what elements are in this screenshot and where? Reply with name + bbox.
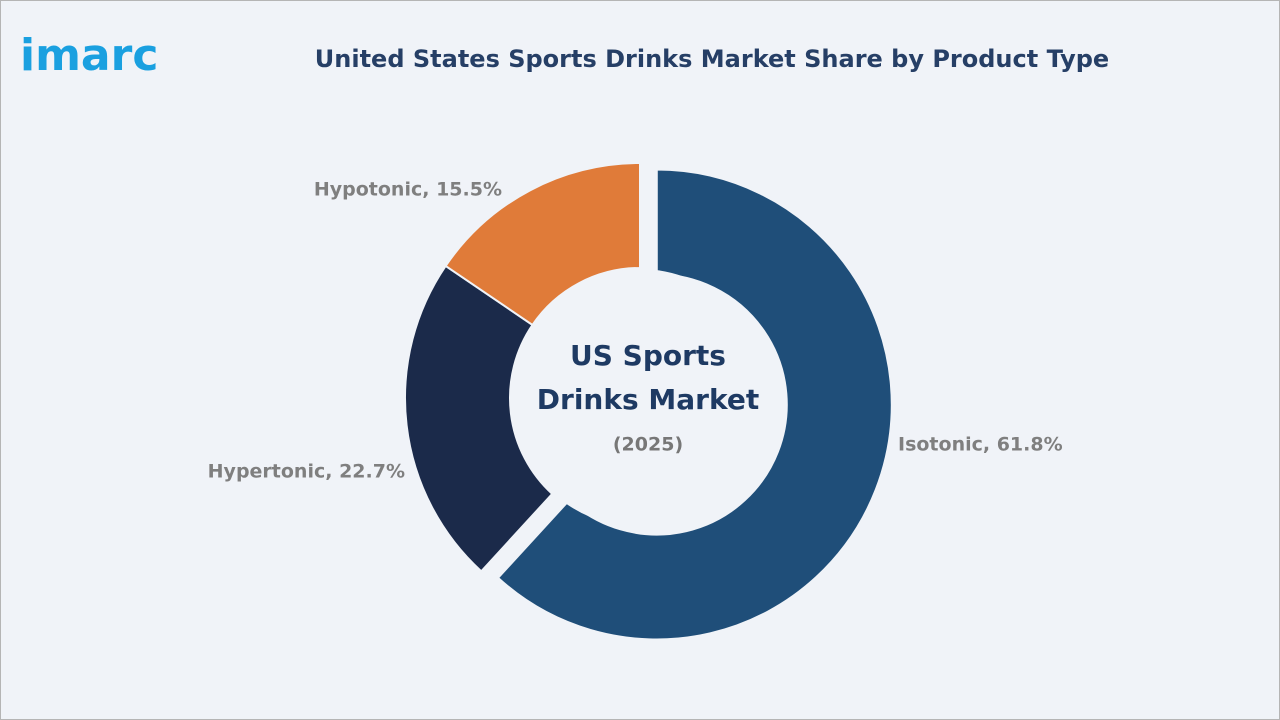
donut-hole xyxy=(511,269,769,527)
donut-segment xyxy=(444,161,641,327)
data-label: Isotonic, 61.8% xyxy=(898,434,1063,456)
donut-segment xyxy=(404,264,554,573)
chart-title: United States Sports Drinks Market Share… xyxy=(315,45,1109,73)
center-sublabel: (2025) xyxy=(613,434,683,456)
data-label: Hypotonic, 15.5% xyxy=(314,179,502,201)
logo: imarc xyxy=(20,30,158,81)
donut-segment xyxy=(496,168,893,641)
center-label: US Sports xyxy=(570,339,726,372)
center-label: Drinks Market xyxy=(537,383,759,416)
data-label: Hypertonic, 22.7% xyxy=(208,461,405,483)
